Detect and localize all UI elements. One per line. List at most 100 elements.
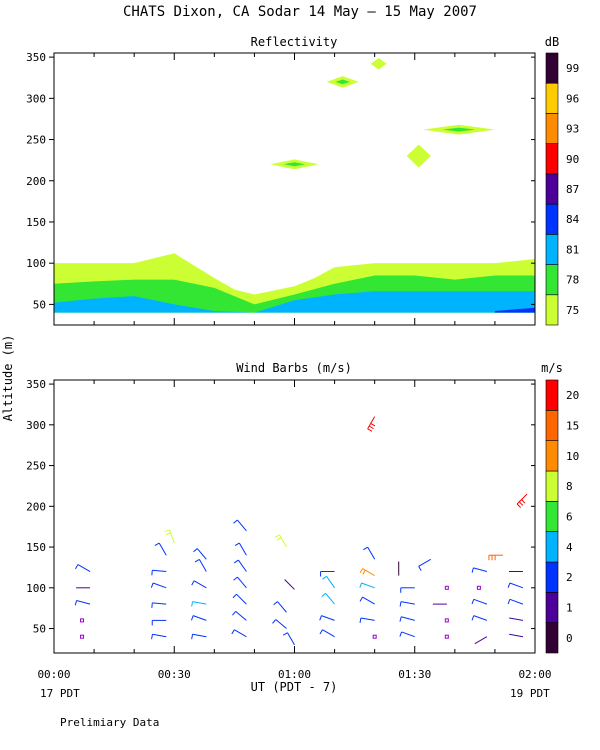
wind-barb-shaft <box>362 568 375 577</box>
x-tick-label: 02:00 <box>518 668 551 681</box>
wind-barb-feather <box>282 632 288 636</box>
wind-x-axis: 00:00 00:30 01:00 01:30 02:00 <box>37 380 552 681</box>
wind-barb-shaft <box>158 542 167 556</box>
reflectivity-layer-84 <box>494 307 535 313</box>
wind-barb-shaft <box>192 633 207 638</box>
x-tick-label: 00:00 <box>37 668 70 681</box>
wind-barb-shaft <box>367 416 376 430</box>
wind-barb-feather <box>232 611 237 616</box>
colorbar-label: 84 <box>566 213 580 226</box>
wind-barb-shaft <box>192 615 207 621</box>
wind-barb-shaft <box>473 598 488 605</box>
wind-barb-shaft <box>237 559 247 572</box>
colorbar-label: 78 <box>566 274 579 287</box>
colorbar-swatch <box>545 294 559 326</box>
wind-barb-feather <box>367 428 373 432</box>
wind-barb-feather <box>399 616 402 622</box>
wind-barb-feather <box>231 629 235 635</box>
colorbar-swatch <box>545 173 559 205</box>
wind-y-axis: 50 100 150 200 250 300 350 <box>26 378 535 636</box>
wind-barb-feather <box>233 519 238 524</box>
y-tick-label: 350 <box>26 51 46 64</box>
colorbar-label: 0 <box>566 632 573 645</box>
wind-barb-shaft <box>152 633 167 638</box>
figure-title: CHATS Dixon, CA Sodar 14 May – 15 May 20… <box>123 4 477 20</box>
wind-barb-feather <box>516 503 521 508</box>
wind-barb-shaft <box>238 542 247 556</box>
wind-barb-feather <box>319 629 323 635</box>
wind-barb-shaft <box>168 529 175 544</box>
colorbar-swatch <box>545 113 559 144</box>
wind-barb-feather <box>507 582 511 588</box>
wind-barb-shaft <box>77 564 91 572</box>
wind-barb-feather <box>362 569 366 575</box>
wind-barb-feather <box>273 601 278 606</box>
colorbar-label: 1 <box>566 602 573 615</box>
wind-frame <box>53 379 536 654</box>
wind-barb-feather <box>232 593 237 599</box>
colorbar-swatch <box>545 82 559 114</box>
calm-marker <box>80 634 85 639</box>
x-tick-label: 01:00 <box>278 668 311 681</box>
right-date-label: 19 PDT <box>510 687 550 700</box>
wind-barb-feather <box>368 425 374 430</box>
wind-barb-shaft <box>360 617 375 621</box>
wind-barb-feather <box>191 601 194 607</box>
wind-barb-shaft <box>322 629 335 638</box>
colorbar-swatch <box>545 234 559 265</box>
colorbar-label: 10 <box>566 450 579 463</box>
wind-barb-feather <box>370 423 376 427</box>
colorbar-label: 4 <box>566 541 573 554</box>
wind-barb-feather <box>154 542 160 547</box>
wind-barb-shaft <box>367 546 376 560</box>
wind-barb-feather <box>74 600 78 606</box>
wind-barb-shaft <box>198 559 207 572</box>
colorbar-swatch <box>545 264 559 296</box>
wind-barb-shaft <box>275 619 287 629</box>
y-tick-label: 300 <box>26 92 46 105</box>
wind-barb-feather <box>518 501 524 506</box>
wind-barb-feather <box>272 619 277 624</box>
wind-barb-shaft <box>284 579 295 590</box>
reflectivity-echo <box>370 57 387 70</box>
y-tick-label: 50 <box>33 623 46 636</box>
wind-barb-shaft <box>152 582 167 589</box>
y-tick-label: 200 <box>26 175 46 188</box>
wind-barb-shaft <box>192 601 207 605</box>
wind-barb-shaft <box>418 558 432 567</box>
wind-barb-feather <box>359 568 363 574</box>
colorbar-swatch <box>545 52 559 84</box>
colorbar-swatch <box>545 203 559 235</box>
wind-barb-shaft <box>361 582 375 589</box>
wind-barb-shaft <box>237 576 247 589</box>
wind-barb-shaft <box>516 493 528 505</box>
reflectivity-y-axis: 50 100 150 200 250 300 350 <box>26 51 535 311</box>
wind-barb-feather <box>193 548 198 553</box>
wind-barb-feather <box>521 499 526 504</box>
wind-barb-feather <box>471 567 474 573</box>
reflectivity-colorbar: 75 78 81 84 87 90 93 96 99 <box>545 52 580 326</box>
reflectivity-layer-81 <box>54 291 535 313</box>
wind-barb-shaft <box>509 617 524 621</box>
wind-barb-feather <box>150 582 154 588</box>
y-tick-label: 200 <box>26 500 46 513</box>
colorbar-swatch <box>545 501 559 532</box>
wind-barb-feather <box>319 615 322 621</box>
colorbar-label: 93 <box>566 123 579 136</box>
reflectivity-echo-core <box>283 162 306 167</box>
wind-barb-shaft <box>236 593 247 605</box>
reflectivity-contours <box>54 57 535 313</box>
x-tick-label: 01:30 <box>398 668 431 681</box>
wind-barb-shaft <box>234 629 247 638</box>
colorbar-label: 6 <box>566 511 573 524</box>
wind-barb-feather <box>471 599 475 605</box>
reflectivity-echo <box>406 144 431 168</box>
wind-barb-shaft <box>362 596 375 605</box>
y-tick-label: 150 <box>26 541 46 554</box>
colorbar-label: 15 <box>566 420 579 433</box>
wind-barb-shaft <box>401 616 415 621</box>
y-tick-label: 150 <box>26 216 46 229</box>
wind-barb-shaft <box>509 633 524 638</box>
wind-barb-feather <box>363 546 368 551</box>
